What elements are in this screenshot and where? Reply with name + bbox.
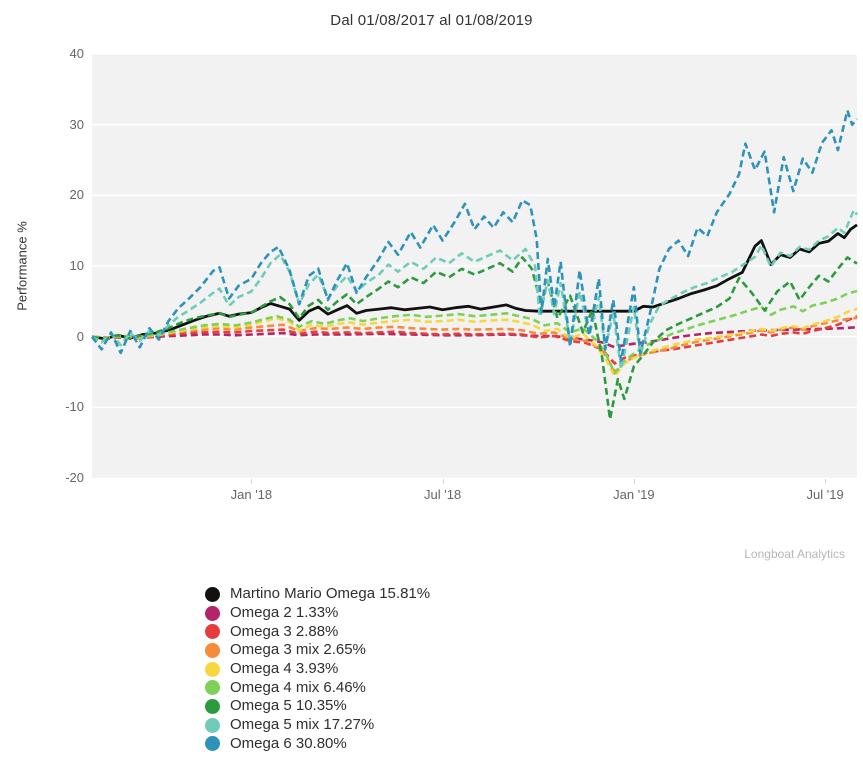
legend-item-omega-5[interactable]: Omega 5 10.35% bbox=[205, 697, 430, 716]
series-line-martino-mario-omega bbox=[91, 223, 858, 341]
series-line-omega-4-mix bbox=[91, 289, 858, 375]
legend-item-omega-6[interactable]: Omega 6 30.80% bbox=[205, 735, 430, 754]
legend-item-omega-5-mix[interactable]: Omega 5 mix 17.27% bbox=[205, 716, 430, 735]
legend-marker-icon bbox=[205, 605, 220, 621]
legend-label: Omega 6 30.80% bbox=[230, 734, 347, 752]
legend-item-martino-mario-omega[interactable]: Martino Mario Omega 15.81% bbox=[205, 585, 430, 604]
x-tick-mark bbox=[825, 479, 827, 484]
plot-area bbox=[90, 53, 859, 479]
y-tick-label: -10 bbox=[65, 399, 84, 415]
legend-label: Omega 2 1.33% bbox=[230, 604, 339, 622]
legend-marker-icon bbox=[205, 642, 220, 658]
legend-label: Omega 5 10.35% bbox=[230, 697, 347, 715]
chart-title: Dal 01/08/2017 al 01/08/2019 bbox=[330, 12, 533, 29]
y-tick-label: 40 bbox=[69, 46, 84, 61]
legend-marker-icon bbox=[205, 717, 220, 733]
series-line-omega-6 bbox=[90, 109, 858, 362]
legend-label: Omega 3 mix 2.65% bbox=[230, 641, 366, 659]
watermark-credits: Longboat Analytics bbox=[744, 547, 845, 561]
y-tick-label: -20 bbox=[65, 470, 84, 485]
x-tick-label: Jul '18 bbox=[424, 487, 462, 502]
legend-item-omega-4[interactable]: Omega 4 3.93% bbox=[205, 660, 430, 679]
legend-marker-icon bbox=[205, 661, 220, 677]
legend-item-omega-3[interactable]: Omega 3 2.88% bbox=[205, 622, 430, 641]
y-tick-label: 0 bbox=[76, 328, 84, 344]
series-line-omega-3 bbox=[91, 315, 858, 365]
legend-label: Omega 4 3.93% bbox=[230, 660, 339, 678]
y-tick-label: 30 bbox=[69, 116, 84, 132]
series-line-omega-4 bbox=[91, 307, 858, 378]
legend-marker-icon bbox=[205, 680, 220, 696]
series-line-omega-5 bbox=[91, 256, 858, 421]
legend-item-omega-2[interactable]: Omega 2 1.33% bbox=[205, 604, 430, 623]
y-tick-label: 20 bbox=[69, 187, 84, 203]
x-tick-mark bbox=[442, 479, 444, 484]
legend-item-omega-3-mix[interactable]: Omega 3 mix 2.65% bbox=[205, 641, 430, 660]
x-tick-label: Jul '19 bbox=[806, 487, 844, 502]
series-line-omega-3-mix bbox=[91, 316, 858, 374]
legend-label: Omega 3 2.88% bbox=[230, 622, 339, 640]
x-tick-mark bbox=[251, 479, 253, 484]
legend-marker-icon bbox=[205, 624, 220, 640]
legend: Martino Mario Omega 15.81% Omega 2 1.33% O… bbox=[205, 585, 430, 753]
y-tick-label: 10 bbox=[69, 258, 84, 273]
legend-label: Omega 5 mix 17.27% bbox=[230, 716, 375, 734]
series-line-omega-5-mix bbox=[91, 208, 859, 371]
x-tick-mark bbox=[633, 479, 635, 484]
x-tick-label: Jan '18 bbox=[230, 487, 273, 502]
legend-label: Martino Mario Omega 15.81% bbox=[230, 585, 431, 603]
x-tick-label: Jan '19 bbox=[613, 487, 655, 502]
legend-marker-icon bbox=[205, 586, 220, 602]
y-axis-title: Performance % bbox=[14, 221, 30, 311]
legend-item-omega-4-mix[interactable]: Omega 4 mix 6.46% bbox=[205, 678, 430, 697]
legend-label: Omega 4 mix 6.46% bbox=[230, 678, 366, 696]
plot-svg bbox=[90, 53, 859, 479]
legend-marker-icon bbox=[205, 736, 220, 752]
legend-marker-icon bbox=[205, 698, 220, 714]
